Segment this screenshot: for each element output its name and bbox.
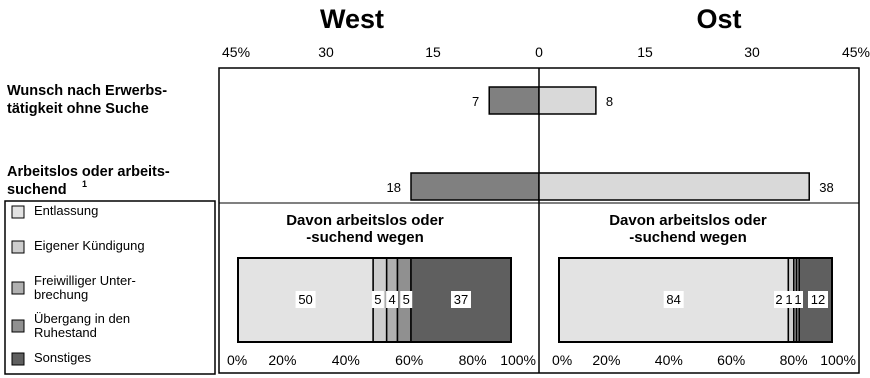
top-axis-tick-label: 30 (318, 44, 334, 60)
stacked-bar-outline (237, 257, 512, 343)
stacked-subtitle: -suchend wegen (629, 229, 747, 246)
stacked-subtitle: Davon arbeitslos oder (609, 212, 767, 229)
category-label: suchend (7, 182, 67, 198)
stacked-value-label: 1 (794, 292, 801, 307)
stacked-value-label: 12 (811, 292, 825, 307)
stacked-value-label: 50 (298, 292, 312, 307)
bottom-axis-tick-label: 60% (395, 352, 423, 368)
stacked-label-bg (663, 291, 684, 308)
stacked-label-bg (793, 291, 803, 308)
category-label: tätigkeit ohne Suche (7, 101, 149, 117)
legend-swatch (11, 240, 25, 254)
stacked-label-bg (784, 291, 794, 308)
stacked-label-bg (386, 291, 399, 308)
stacked-subtitle: Davon arbeitslos oder (286, 212, 444, 229)
top-axis-tick-label: 45% (222, 44, 250, 60)
panel-title-ost: Ost (696, 4, 741, 34)
bar-ost-value: 8 (606, 94, 613, 109)
stacked-value-label: 5 (403, 292, 410, 307)
stacked-label-bg (774, 291, 784, 308)
bottom-axis-tick-label: 100% (820, 352, 856, 368)
legend-label: Sonstiges (34, 350, 92, 365)
legend-box (4, 200, 216, 375)
legend-swatch (11, 352, 25, 366)
stacked-value-label: 84 (666, 292, 680, 307)
bar-west (410, 172, 540, 201)
top-axis-tick-label: 45% (842, 44, 870, 60)
top-axis-tick-label: 15 (425, 44, 441, 60)
top-axis-tick-label: 0 (535, 44, 543, 60)
stacked-label-bg (808, 291, 828, 308)
legend-swatch (11, 281, 25, 295)
top-axis-tick-label: 15 (637, 44, 653, 60)
bar-ost (538, 86, 597, 115)
bottom-axis-tick-label: 0% (227, 352, 247, 368)
stacked-label-bg (400, 291, 413, 308)
stacked-bar-outline (558, 257, 833, 343)
stacked-label-bg (371, 291, 384, 308)
top-axis-tick-label: 30 (744, 44, 760, 60)
legend-label: Übergang in den (34, 311, 130, 326)
bar-ost (538, 172, 810, 201)
stacked-value-label: 4 (388, 292, 395, 307)
legend-swatch (11, 319, 25, 333)
legend-label: Freiwilliger Unter- (34, 273, 136, 288)
legend-label: Eigener Kündigung (34, 238, 145, 253)
category-label: Arbeitslos oder arbeits- (7, 164, 170, 180)
bar-west (488, 86, 540, 115)
bottom-axis-tick-label: 20% (592, 352, 620, 368)
stacked-value-label: 2 (775, 292, 782, 307)
legend-label: brechung (34, 287, 88, 302)
bottom-axis-tick-label: 80% (459, 352, 487, 368)
legend-label: Ruhestand (34, 325, 97, 340)
bottom-axis-tick-label: 80% (780, 352, 808, 368)
bottom-axis-tick-label: 60% (717, 352, 745, 368)
legend-label: Entlassung (34, 203, 98, 218)
bar-ost-value: 38 (819, 180, 833, 195)
legend-swatch (11, 205, 25, 219)
stacked-label-bg (295, 291, 316, 308)
stacked-value-label: 37 (454, 292, 468, 307)
bottom-axis-tick-label: 0% (552, 352, 572, 368)
bottom-axis-tick-label: 40% (332, 352, 360, 368)
stacked-value-label: 1 (785, 292, 792, 307)
bottom-axis-tick-label: 40% (655, 352, 683, 368)
stacked-subtitle: -suchend wegen (306, 229, 424, 246)
category-label: Wunsch nach Erwerbs- (7, 83, 167, 99)
stacked-label-bg (450, 291, 471, 308)
bar-west-value: 18 (387, 180, 401, 195)
footnote-marker: 1 (82, 179, 87, 189)
bottom-axis-tick-label: 20% (268, 352, 296, 368)
bottom-axis-tick-label: 100% (500, 352, 536, 368)
bar-west-value: 7 (472, 94, 479, 109)
stacked-value-label: 5 (374, 292, 381, 307)
panel-title-west: West (320, 4, 384, 34)
